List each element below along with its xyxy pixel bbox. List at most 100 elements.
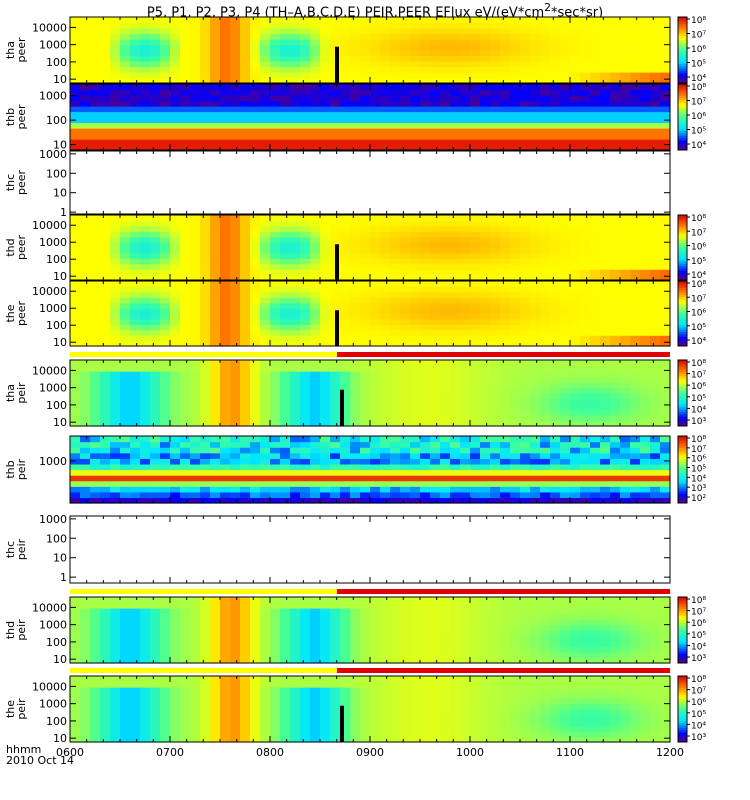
heatmap-cell <box>280 84 291 91</box>
heatmap-cell <box>280 340 291 347</box>
heatmap-cell <box>150 274 161 281</box>
heatmap-cell <box>170 371 181 378</box>
heatmap-cell <box>110 365 121 372</box>
y-tick-label: 1000 <box>39 302 67 315</box>
heatmap-cell <box>580 28 591 35</box>
heatmap-cell <box>650 215 661 222</box>
heatmap-cell <box>460 117 471 124</box>
heatmap-cell <box>320 480 331 487</box>
heatmap-cell <box>290 33 301 40</box>
heatmap-cell <box>360 415 371 422</box>
heatmap-cell <box>180 297 191 304</box>
heatmap-cell <box>90 55 101 62</box>
heatmap-cell <box>570 409 581 416</box>
heatmap-cell <box>390 77 401 84</box>
heatmap-cell <box>70 55 81 62</box>
heatmap-cell <box>230 117 241 124</box>
heatmap-cell <box>590 242 601 249</box>
heatmap-cell <box>660 376 671 383</box>
heatmap-cell <box>120 286 131 293</box>
heatmap-cell <box>360 404 371 411</box>
heatmap-cell <box>410 340 421 347</box>
heatmap-cell <box>450 122 461 129</box>
heatmap-cell <box>590 491 601 499</box>
heatmap-cell <box>610 133 621 140</box>
heatmap-cell <box>100 398 111 405</box>
heatmap-cell <box>470 340 481 347</box>
heatmap-cell <box>550 286 561 293</box>
heatmap-cell <box>360 291 371 298</box>
heatmap-cell <box>420 409 431 416</box>
heatmap-cell <box>160 84 171 91</box>
heatmap-cell <box>430 458 441 465</box>
heatmap-cell <box>410 281 421 288</box>
heatmap-cell <box>620 340 631 347</box>
heatmap-cell <box>130 491 141 499</box>
heatmap-cell <box>240 302 251 309</box>
heatmap-cell <box>410 236 421 243</box>
heatmap-cell <box>560 274 571 281</box>
heatmap-cell <box>280 89 291 96</box>
heatmap-cell <box>500 497 511 504</box>
heatmap-cell <box>280 452 291 459</box>
heatmap-cell <box>110 66 121 73</box>
heatmap-cell <box>120 382 131 389</box>
heatmap-cell <box>240 242 251 249</box>
heatmap-cell <box>240 463 251 471</box>
heatmap-cell <box>340 365 351 372</box>
heatmap-cell <box>460 220 471 227</box>
heatmap-cell <box>360 269 371 276</box>
heatmap-cell <box>80 252 91 259</box>
heatmap-cell <box>500 318 511 325</box>
heatmap-cell <box>500 409 511 416</box>
colorbar-segment <box>678 231 687 235</box>
colorbar-segment <box>678 343 687 347</box>
heatmap-cell <box>460 365 471 372</box>
heatmap-cell <box>80 215 91 222</box>
heatmap-cell <box>250 274 261 281</box>
heatmap-cell <box>550 302 561 309</box>
heatmap-cell <box>350 360 361 367</box>
heatmap-cell <box>510 441 521 448</box>
heatmap-cell <box>220 106 231 113</box>
heatmap-cell <box>130 122 141 129</box>
heatmap-cell <box>210 263 221 270</box>
heatmap-cell <box>140 220 151 227</box>
heatmap-cell <box>180 133 191 140</box>
heatmap-cell <box>100 72 111 79</box>
heatmap-cell <box>440 308 451 315</box>
heatmap-cell <box>420 263 431 270</box>
colorbar-segment <box>678 145 687 149</box>
heatmap-cell <box>130 61 141 68</box>
heatmap-cell <box>120 236 131 243</box>
colorbar-segment <box>678 294 687 298</box>
heatmap-cell <box>590 111 601 118</box>
heatmap-cell <box>450 22 461 29</box>
heatmap-cell <box>300 144 311 151</box>
heatmap-cell <box>390 393 401 400</box>
heatmap-cell <box>400 55 411 62</box>
heatmap-cell <box>410 66 421 73</box>
heatmap-cell <box>390 297 401 304</box>
heatmap-cell <box>140 28 151 35</box>
heatmap-cell <box>600 100 611 107</box>
heatmap-cell <box>660 111 671 118</box>
heatmap-cell <box>330 447 341 454</box>
heatmap-cell <box>230 404 241 411</box>
heatmap-cell <box>380 469 391 476</box>
heatmap-cell <box>70 469 81 476</box>
heatmap-cell <box>340 247 351 254</box>
heatmap-cell <box>460 313 471 320</box>
heatmap-cell <box>560 39 571 46</box>
heatmap-cell <box>80 360 91 367</box>
heatmap-cell <box>660 106 671 113</box>
heatmap-cell <box>460 480 471 487</box>
heatmap-cell <box>290 329 301 336</box>
colorbar-segment <box>678 33 687 37</box>
heatmap-cell <box>190 447 201 454</box>
heatmap-cell <box>620 398 631 405</box>
heatmap-cell <box>190 17 201 24</box>
heatmap-cell <box>560 242 571 249</box>
colorbar-segment <box>678 393 687 396</box>
